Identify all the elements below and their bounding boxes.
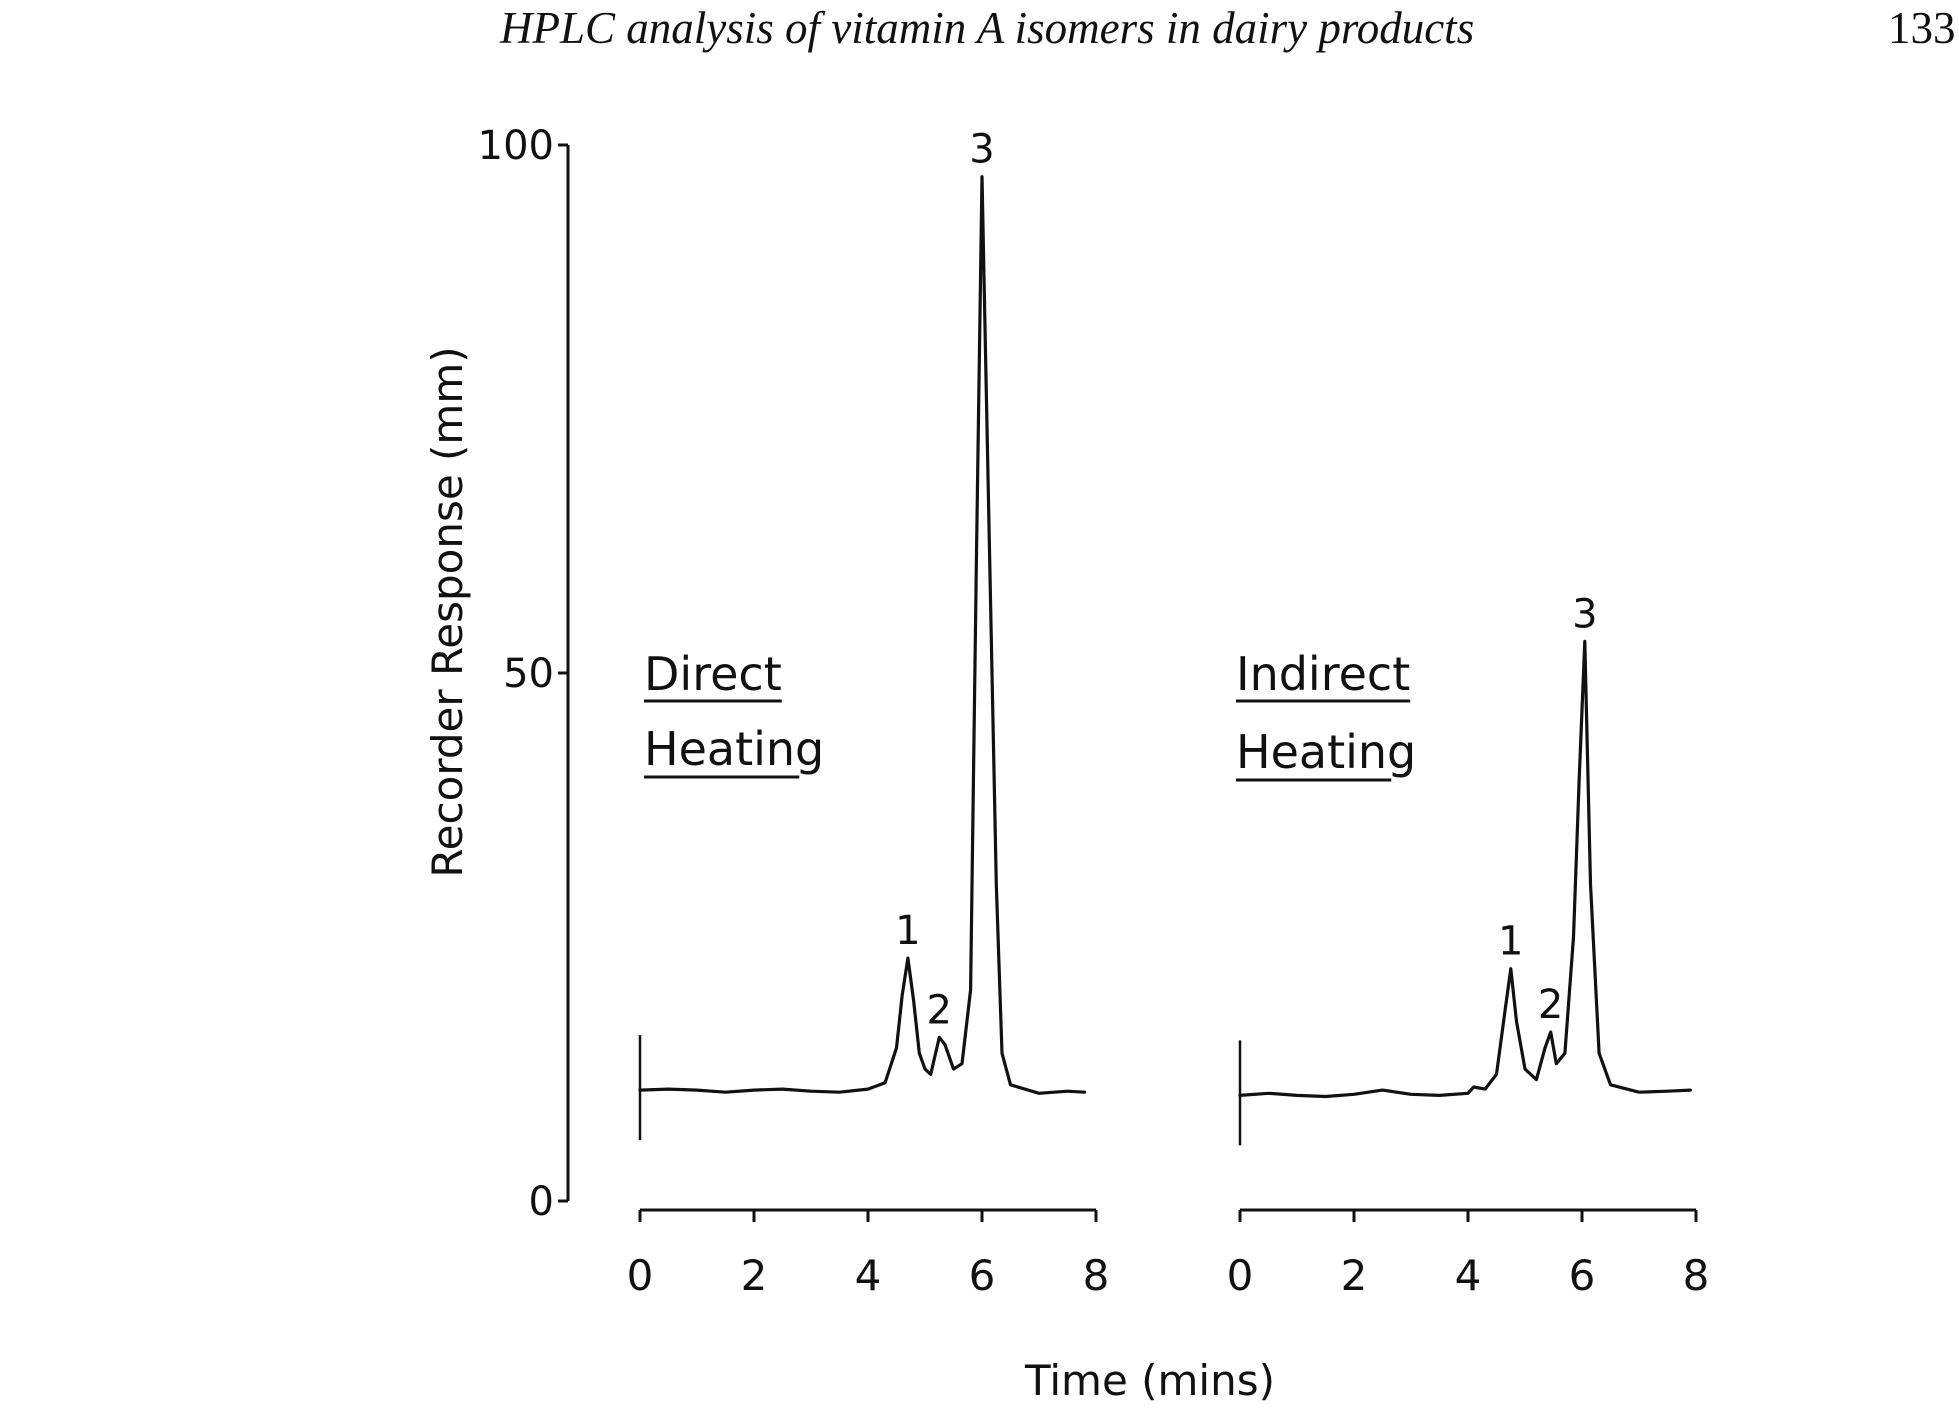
- x-tick-label: 2: [1341, 1251, 1368, 1300]
- peak-labels-direct: 12 3: [895, 127, 995, 1034]
- trace-direct-heating: [638, 175, 1087, 1141]
- y-tick-label: 100: [478, 123, 554, 169]
- panel-title-direct: Direct Heating: [644, 647, 824, 779]
- running-head-title: HPLC analysis of vitamin A isomers in da…: [500, 3, 1475, 53]
- peak-label: 2: [927, 987, 952, 1033]
- x-axis-label: Time (mins): [1024, 1356, 1275, 1405]
- peak-label: 1: [1498, 919, 1523, 965]
- peak-label: 1: [895, 908, 920, 954]
- peak-labels-indirect: 12 3: [1498, 591, 1598, 1028]
- y-axis-label: Recorder Response (mm): [423, 346, 472, 877]
- x-axis-direct: 0 2 4 6 8: [627, 1208, 1110, 1300]
- chromatogram-line: [638, 175, 1087, 1095]
- x-tick-label: 0: [1227, 1251, 1254, 1300]
- x-tick-label: 6: [969, 1251, 996, 1300]
- y-axis: 0 50 100: [478, 123, 570, 1225]
- x-tick-label: 6: [1569, 1251, 1596, 1300]
- panel-title-line-1: Direct: [644, 647, 782, 701]
- page-number: 133: [1888, 3, 1956, 53]
- panel-title-line-2: Heating: [1236, 725, 1416, 779]
- chromatogram-line: [1238, 639, 1692, 1099]
- x-tick-label: 0: [627, 1251, 654, 1300]
- x-tick-label: 2: [741, 1251, 768, 1300]
- x-tick-label: 4: [1455, 1251, 1482, 1300]
- x-tick-label: 4: [855, 1251, 882, 1300]
- panel-title-line-2: Heating: [644, 722, 824, 776]
- panel-title-line-1: Indirect: [1236, 647, 1410, 701]
- peak-label: 2: [1538, 982, 1563, 1028]
- peak-label: 3: [969, 127, 994, 173]
- panel-title-indirect: Indirect Heating: [1236, 647, 1416, 782]
- trace-indirect-heating: [1238, 639, 1692, 1146]
- x-axis-indirect: 0 2 4 6 8: [1227, 1208, 1710, 1300]
- x-tick-label: 8: [1083, 1251, 1110, 1300]
- y-tick-label: 50: [503, 651, 554, 697]
- peak-label: 3: [1572, 591, 1597, 637]
- running-head: HPLC analysis of vitamin A isomers in da…: [0, 0, 1959, 70]
- y-tick-label: 0: [529, 1179, 554, 1225]
- x-tick-label: 8: [1683, 1251, 1710, 1300]
